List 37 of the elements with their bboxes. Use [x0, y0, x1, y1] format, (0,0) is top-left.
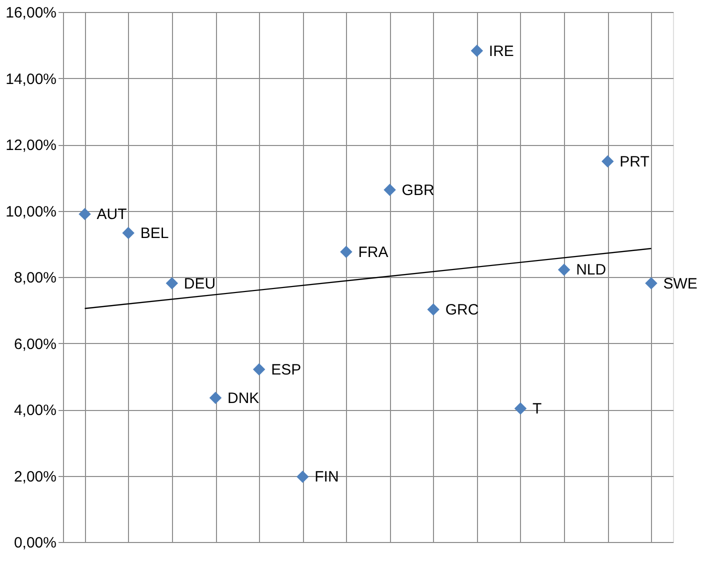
series-label: GRC [445, 301, 479, 318]
point [558, 264, 570, 276]
point [252, 363, 266, 376]
y-tick-label: 14,00% [6, 70, 56, 88]
y-tick-label: 8,00% [14, 270, 56, 286]
series-label: IRE [488, 42, 514, 60]
y-tick-label: 6,00% [14, 336, 56, 353]
series-label: PRT [620, 153, 650, 170]
point [384, 184, 396, 196]
series-label: AUT [96, 206, 127, 224]
point [514, 402, 527, 415]
y-tick-label: 12,00% [6, 137, 56, 154]
y-tick-label: 0,00% [14, 534, 56, 552]
series-label: ESP [271, 361, 302, 378]
series-label: FRA [358, 244, 388, 261]
series-label: NLD [576, 262, 606, 279]
point [602, 155, 614, 168]
series-label: DNK [228, 390, 260, 407]
series-label: FIN [314, 468, 339, 486]
series-label: SWE [663, 275, 698, 292]
point [427, 303, 440, 316]
y-tick-label: 4,00% [14, 402, 56, 419]
point [470, 44, 484, 57]
series-label: DEU [184, 275, 216, 292]
point [296, 470, 309, 483]
y-tick-label: 10,00% [6, 203, 56, 220]
series-label: T [532, 400, 542, 418]
series-label: BEL [140, 224, 169, 242]
point [209, 392, 222, 404]
y-tick-label: 2,00% [14, 468, 56, 486]
point [122, 226, 134, 240]
point [78, 208, 91, 220]
point [645, 277, 658, 290]
y-tick-label: 16,00% [6, 4, 56, 22]
point [166, 277, 178, 290]
point [340, 246, 352, 258]
series-label: GBR [402, 182, 434, 199]
